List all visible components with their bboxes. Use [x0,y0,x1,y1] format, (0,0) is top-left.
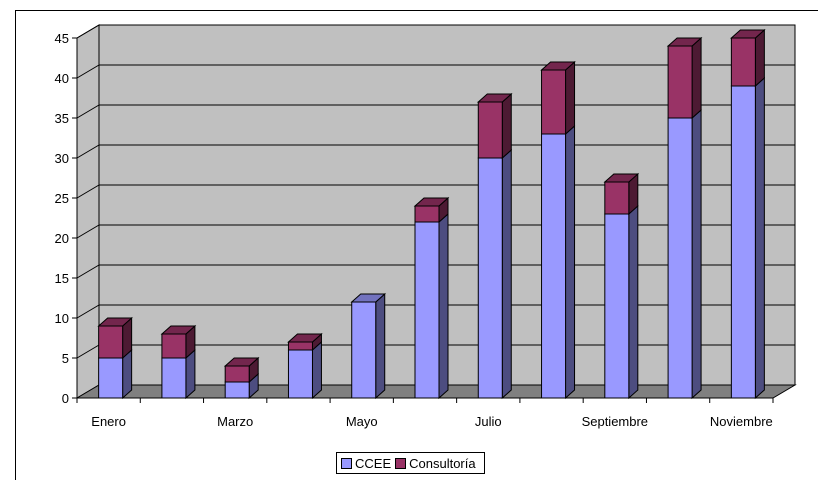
bar-consultora-4-top [287,333,323,343]
bar-consultora-7-side [501,92,512,160]
legend-label-ccee: CCEE [355,455,392,471]
legend-item-consultoria: Consultoría [395,455,476,471]
y-tick-label: 45 [55,31,69,46]
bar-ccee-1 [98,357,124,399]
bar-consultora-11-side [754,28,765,88]
y-tick-label: 5 [62,351,69,366]
bar-consultora-11-top [730,29,766,39]
gridline-side [76,144,100,159]
chart-frame [15,10,818,480]
bar-consultora-10-side [691,36,702,120]
bar-ccee-7-side [501,148,512,400]
bar-ccee-5 [351,301,377,399]
bar-consultora-8-side [565,60,576,136]
bar-consultora-8 [541,69,567,135]
bar-ccee-9 [604,213,630,399]
bar-ccee-3 [224,381,250,399]
legend-item-ccee: CCEE [341,456,391,471]
legend-swatch-consultoria [395,457,407,469]
gridline-side [76,64,100,79]
bar-consultora-6 [414,205,440,223]
bar-ccee-9-side [628,204,639,400]
bar-consultora-3 [224,365,250,383]
y-tick-label: 15 [55,271,69,286]
bar-consultora-9-top [603,173,640,183]
x-tick-label: Mayo [346,414,378,429]
x-tick-label: Septiembre [582,414,648,429]
bar-consultora-6-top [413,197,450,207]
bar-consultora-2 [161,333,187,359]
bar-ccee-4-side [311,340,322,400]
bar-ccee-10 [667,117,693,399]
gridline-side [76,184,100,199]
bar-ccee-8-side [565,124,576,400]
bar-consultora-7-top [476,93,513,103]
legend: CCEE Consultoría [336,452,485,474]
gridline-side [76,264,100,279]
bar-ccee-8 [541,133,567,399]
gridline-side [76,224,100,239]
bar-consultora-3-top [223,357,260,367]
gridline-side [76,104,100,119]
bar-ccee-11 [730,85,756,399]
bar-ccee-5-top [350,293,387,303]
y-tick-label: 20 [55,231,69,246]
bar-consultora-1 [98,325,124,359]
bar-consultora-1-top [97,317,133,327]
y-tick-label: 30 [55,151,69,166]
bar-consultora-9 [604,181,630,215]
bar-ccee-6-side [438,212,449,400]
side-wall [76,24,100,399]
bar-consultora-7 [477,101,503,159]
bar-consultora-11 [730,37,756,87]
bar-ccee-10-side [691,108,702,400]
bar-consultora-8-top [540,61,576,71]
y-tick-label: 10 [55,311,69,326]
x-tick-label: Marzo [217,414,253,429]
gridline-side [76,344,100,359]
bar-ccee-5-side [375,292,386,400]
y-tick-label: 25 [55,191,69,206]
legend-label-consultoria: Consultoría [409,455,476,471]
bar-ccee-6 [414,221,440,399]
y-tick-label: 0 [62,391,69,406]
bar-consultora-2-top [160,325,197,335]
gridline-side [76,24,100,39]
y-tick-label: 35 [55,111,69,126]
bar-ccee-2 [161,357,187,399]
bar-consultora-4 [287,341,313,351]
bar-consultora-10 [667,45,693,119]
x-tick-label: Enero [91,414,126,429]
x-tick-label: Julio [475,414,502,429]
bar-ccee-4 [287,349,313,399]
x-tick-label: Noviembre [710,414,773,429]
bar-ccee-7 [477,157,503,399]
y-tick-label: 40 [55,71,69,86]
legend-swatch-ccee [341,457,352,469]
bar-consultora-10-top [666,37,703,47]
gridline-side [76,304,100,319]
bar-ccee-11-side [754,76,765,400]
